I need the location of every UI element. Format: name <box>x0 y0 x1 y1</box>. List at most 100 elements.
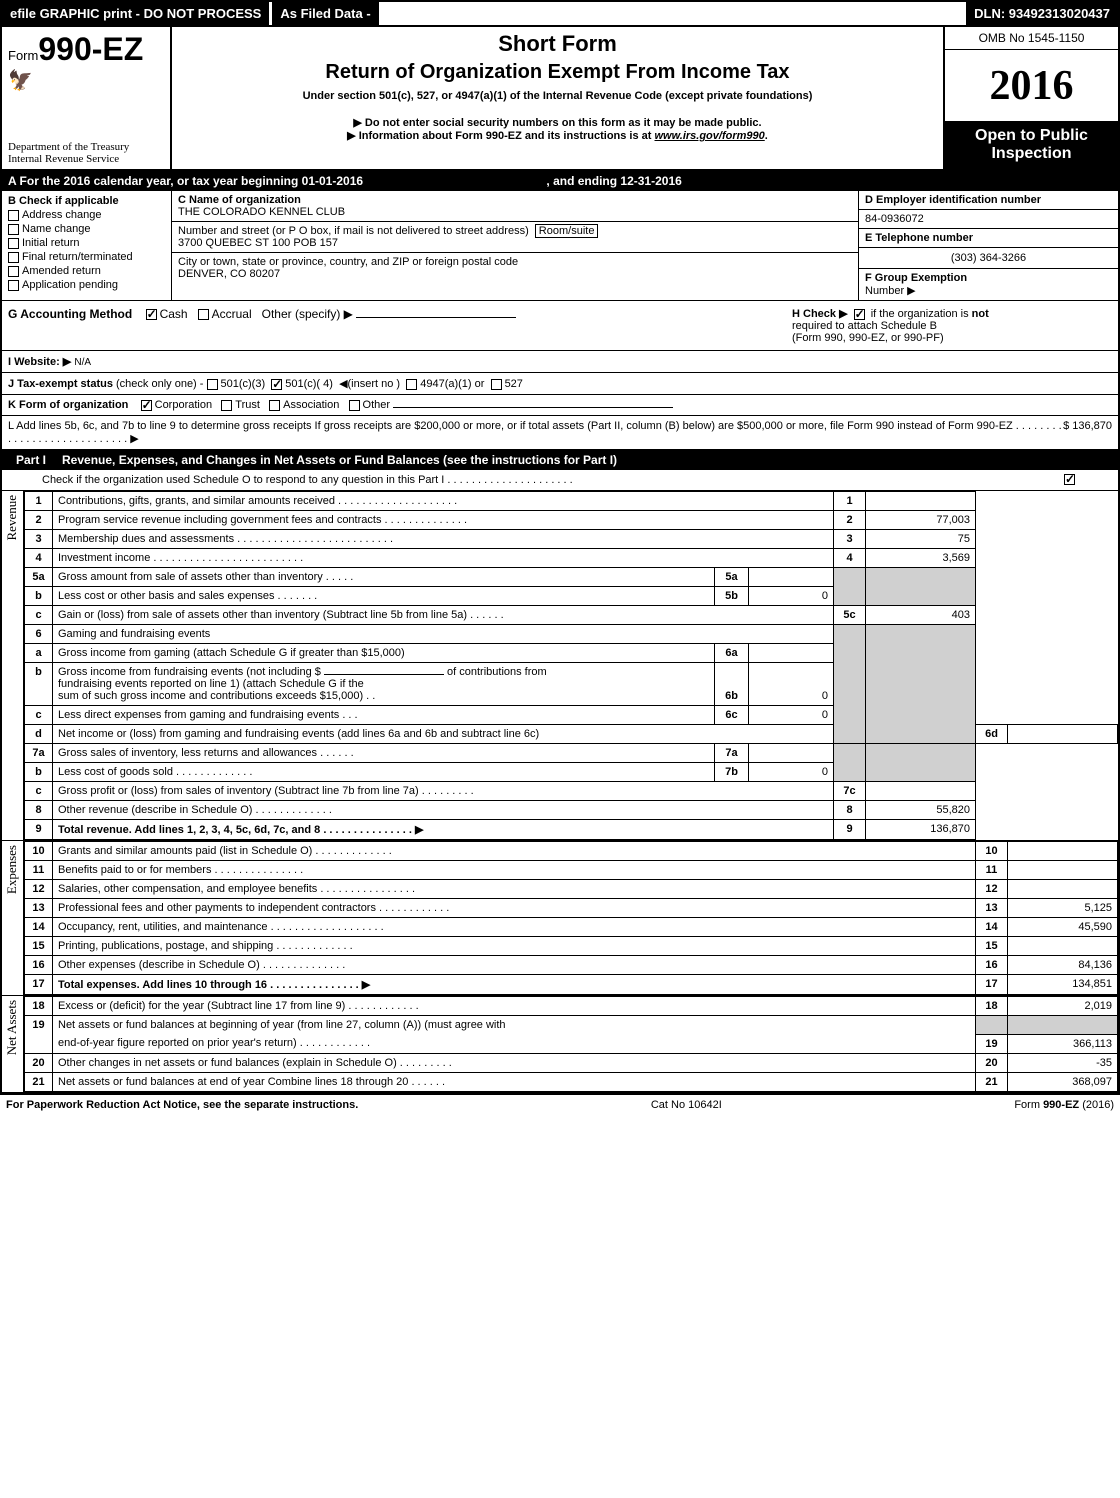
line-11: 11Benefits paid to or for members . . . … <box>25 861 1118 880</box>
k-other-line[interactable] <box>393 407 673 408</box>
phone-value: (303) 364-3266 <box>859 248 1118 269</box>
line-10: 10Grants and similar amounts paid (list … <box>25 842 1118 861</box>
l-amount: $ 136,870 <box>1063 420 1112 445</box>
k-row: K Form of organization Corporation Trust… <box>2 395 1118 416</box>
ein-value: 84-0936072 <box>859 210 1118 229</box>
line-6: 6Gaming and fundraising events <box>25 625 1118 644</box>
street-value: 3700 QUEBEC ST 100 POB 157 <box>178 237 338 249</box>
i-label: I Website: ▶ <box>8 356 71 368</box>
chk-final[interactable]: Final return/terminated <box>8 251 165 263</box>
eagle-icon: 🦅 <box>8 68 164 93</box>
line-7c: cGross profit or (loss) from sales of in… <box>25 782 1118 801</box>
line-8: 8Other revenue (describe in Schedule O) … <box>25 801 1118 820</box>
line-9: 9Total revenue. Add lines 1, 2, 3, 4, 5c… <box>25 820 1118 840</box>
expenses-lines: 10Grants and similar amounts paid (list … <box>24 841 1118 995</box>
street-block: Number and street (or P O box, if mail i… <box>172 222 858 253</box>
open-line2: Inspection <box>951 145 1112 163</box>
g-other: Other (specify) ▶ <box>262 307 353 321</box>
f-block: F Group Exemption Number ▶ <box>859 269 1118 300</box>
netassets-lines: 18Excess or (deficit) for the year (Subt… <box>24 996 1118 1092</box>
efile-label: efile GRAPHIC print - DO NOT PROCESS <box>2 2 269 25</box>
6b-blank[interactable] <box>324 674 444 675</box>
b-label: B Check if applicable <box>8 195 165 207</box>
chk-501c3[interactable] <box>207 379 218 390</box>
info-suffix: . <box>765 130 768 142</box>
e-label: E Telephone number <box>859 229 1118 248</box>
footer-row: For Paperwork Reduction Act Notice, see … <box>0 1095 1120 1115</box>
chk-501c[interactable] <box>271 379 282 390</box>
chk-amended[interactable]: Amended return <box>8 265 165 277</box>
irs-label: Internal Revenue Service <box>8 153 164 165</box>
line-2: 2Program service revenue including gover… <box>25 511 1118 530</box>
chk-cash[interactable] <box>146 309 157 320</box>
line-19: 19Net assets or fund balances at beginni… <box>25 1016 1118 1035</box>
expenses-table: 10Grants and similar amounts paid (list … <box>24 841 1118 995</box>
chk-schedule-o[interactable] <box>1064 474 1075 485</box>
chk-address[interactable]: Address change <box>8 209 165 221</box>
expenses-side: Expenses <box>2 841 24 995</box>
dln-label: DLN: 93492313020437 <box>966 2 1118 25</box>
chk-4947[interactable] <box>406 379 417 390</box>
j-label: J Tax-exempt status <box>8 378 113 390</box>
f-label: F Group Exemption <box>865 272 967 284</box>
g-other-line[interactable] <box>356 317 516 318</box>
chk-name[interactable]: Name change <box>8 223 165 235</box>
chk-h[interactable] <box>854 309 865 320</box>
line-15: 15Printing, publications, postage, and s… <box>25 937 1118 956</box>
line-20: 20Other changes in net assets or fund ba… <box>25 1053 1118 1072</box>
expenses-section: Expenses 10Grants and similar amounts pa… <box>2 841 1118 996</box>
form-prefix: Form <box>8 48 38 63</box>
open-line1: Open to Public <box>951 127 1112 145</box>
check-o-text: Check if the organization used Schedule … <box>42 474 573 486</box>
chk-trust[interactable] <box>221 400 232 411</box>
j-text: (check only one) - <box>116 378 206 390</box>
chk-pending[interactable]: Application pending <box>8 279 165 291</box>
gh-row: G Accounting Method Cash Accrual Other (… <box>2 301 1118 351</box>
form-ref: Form 990-EZ (2016) <box>1014 1099 1114 1111</box>
revenue-table: 1Contributions, gifts, grants, and simil… <box>24 491 1118 840</box>
revenue-side: Revenue <box>2 491 24 840</box>
l-row: L Add lines 5b, 6c, and 7b to line 9 to … <box>2 416 1118 450</box>
cat-no: Cat No 10642I <box>651 1099 722 1111</box>
line-7a: 7aGross sales of inventory, less returns… <box>25 744 1118 763</box>
return-title: Return of Organization Exempt From Incom… <box>180 61 935 84</box>
line-3: 3Membership dues and assessments . . . .… <box>25 530 1118 549</box>
info-prefix: ▶ Information about Form 990-EZ and its … <box>347 130 654 142</box>
paperwork-notice: For Paperwork Reduction Act Notice, see … <box>6 1099 358 1111</box>
check-o-row: Check if the organization used Schedule … <box>2 470 1118 491</box>
chk-527[interactable] <box>491 379 502 390</box>
part-i-label: Part I <box>8 453 54 467</box>
part-i-header: Part I Revenue, Expenses, and Changes in… <box>2 450 1118 470</box>
dept-treasury: Department of the Treasury <box>8 141 164 153</box>
netassets-side: Net Assets <box>2 996 24 1092</box>
g-label: G Accounting Method <box>8 307 132 321</box>
h-text3: (Form 990, 990-EZ, or 990-PF) <box>792 332 944 344</box>
chk-assoc[interactable] <box>269 400 280 411</box>
h-not: not <box>972 308 989 320</box>
form-990ez: 990-EZ <box>38 31 143 67</box>
line-14: 14Occupancy, rent, utilities, and mainte… <box>25 918 1118 937</box>
chk-other[interactable] <box>349 400 360 411</box>
line-16: 16Other expenses (describe in Schedule O… <box>25 956 1118 975</box>
top-bar: efile GRAPHIC print - DO NOT PROCESS As … <box>2 2 1118 27</box>
chk-accrual[interactable] <box>198 309 209 320</box>
line-19b: end-of-year figure reported on prior yea… <box>25 1034 1118 1053</box>
netassets-section: Net Assets 18Excess or (deficit) for the… <box>2 996 1118 1093</box>
website-value: N/A <box>74 357 91 368</box>
c-name-block: C Name of organization THE COLORADO KENN… <box>172 191 858 222</box>
header-left: Form990-EZ 🦅 Department of the Treasury … <box>2 27 172 169</box>
under-section: Under section 501(c), 527, or 4947(a)(1)… <box>180 90 935 102</box>
street-label: Number and street (or P O box, if mail i… <box>178 225 529 237</box>
line-13: 13Professional fees and other payments t… <box>25 899 1118 918</box>
city-value: DENVER, CO 80207 <box>178 268 280 280</box>
city-label: City or town, state or province, country… <box>178 256 518 268</box>
k-label: K Form of organization <box>8 399 128 411</box>
f-label2: Number ▶ <box>865 285 916 297</box>
netassets-table: 18Excess or (deficit) for the year (Subt… <box>24 996 1118 1092</box>
chk-corp[interactable] <box>141 400 152 411</box>
room-label: Room/suite <box>535 224 599 238</box>
entity-mid: C Name of organization THE COLORADO KENN… <box>172 191 858 300</box>
info-link[interactable]: www.irs.gov/form990 <box>655 130 765 142</box>
chk-initial[interactable]: Initial return <box>8 237 165 249</box>
top-bar-left: efile GRAPHIC print - DO NOT PROCESS As … <box>2 2 379 25</box>
